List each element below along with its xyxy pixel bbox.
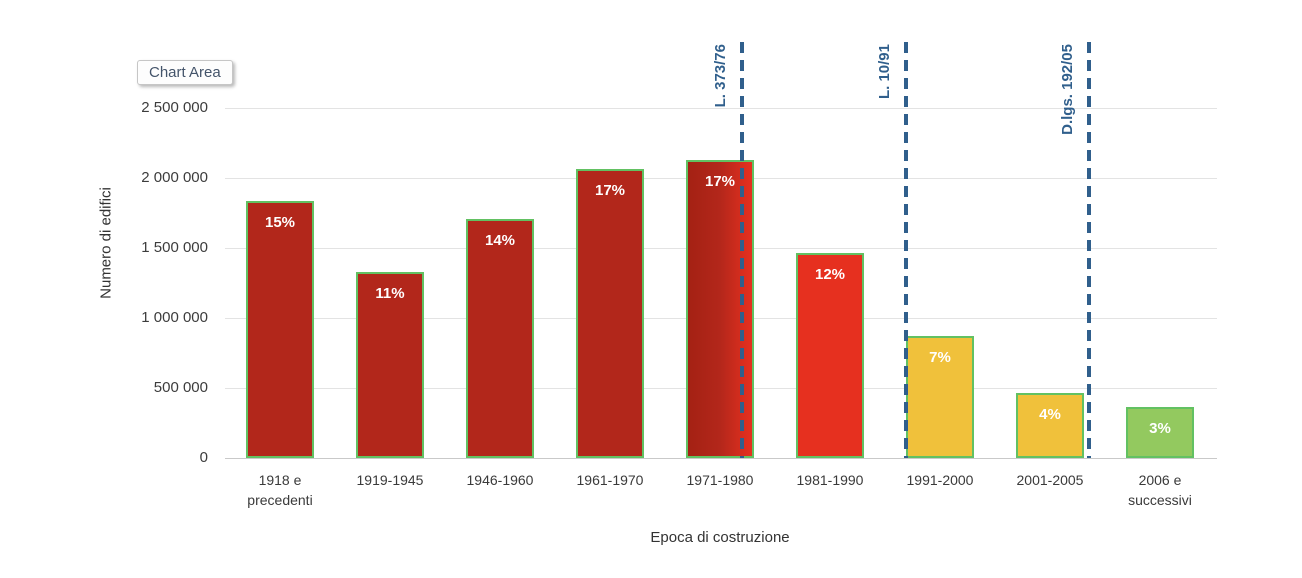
bar-1919-1945[interactable]: 11% — [356, 272, 424, 458]
bar-value-label: 7% — [929, 349, 951, 366]
gridline — [225, 108, 1217, 109]
y-axis-title: Numero di edifici — [97, 187, 115, 299]
reference-line-l-10-91[interactable] — [904, 42, 908, 458]
bar-1981-1990[interactable]: 12% — [796, 253, 864, 458]
bar-value-label: 11% — [375, 285, 405, 302]
bar-value-label: 4% — [1039, 406, 1061, 423]
y-axis-tick-label: 2 500 000 — [141, 99, 208, 116]
y-axis-tick-label: 0 — [199, 449, 208, 466]
x-axis-category-label: 1991-2000 — [906, 472, 974, 488]
x-axis-title: Epoca di costruzione — [650, 529, 790, 546]
y-axis-tick-label: 1 000 000 — [141, 309, 208, 326]
reference-line-d-lgs-192-05[interactable] — [1087, 42, 1091, 458]
bar-1991-2000[interactable]: 7% — [906, 336, 974, 458]
bar-value-label: 17% — [704, 173, 736, 190]
y-axis-tick-label: 500 000 — [153, 379, 208, 396]
bar-value-label: 17% — [594, 182, 626, 199]
bar-value-label: 15% — [264, 214, 296, 231]
x-axis-line — [225, 458, 1217, 459]
bar-2006-e-successivi[interactable]: 3% — [1126, 407, 1194, 458]
bar-1961-1970[interactable]: 17% — [576, 169, 644, 458]
reference-line-l-373-76[interactable] — [740, 42, 744, 458]
x-axis-category-label: 1919-1945 — [356, 472, 424, 488]
x-axis-category-label: 2006 e successivi — [1128, 472, 1192, 508]
bar-value-label: 14% — [484, 232, 516, 249]
y-axis-tick-label: 2 000 000 — [141, 169, 208, 186]
x-axis-category-label: 1961-1970 — [576, 472, 644, 488]
bar-1918-e-precedenti[interactable]: 15% — [246, 201, 314, 458]
x-axis-category-label: 1918 e precedenti — [247, 472, 313, 508]
x-axis-category-label: 1946-1960 — [466, 472, 534, 488]
x-axis-category-label: 2001-2005 — [1016, 472, 1084, 488]
reference-line-label-l-10-91: L. 10/91 — [876, 44, 893, 100]
chart-area-tooltip-label: Chart Area — [149, 64, 221, 81]
bar-2001-2005[interactable]: 4% — [1016, 393, 1084, 458]
x-axis-category-label: 1981-1990 — [796, 472, 864, 488]
bar-value-label: 12% — [814, 266, 846, 283]
bar-1946-1960[interactable]: 14% — [466, 219, 534, 458]
bar-value-label: 3% — [1149, 420, 1171, 437]
reference-line-label-d-lgs-192-05: D.lgs. 192/05 — [1059, 44, 1076, 135]
y-axis-tick-label: 1 500 000 — [141, 239, 208, 256]
reference-line-label-l-373-76: L. 373/76 — [712, 44, 729, 108]
chart-area-tooltip: Chart Area — [137, 60, 233, 85]
x-axis-category-label: 1971-1980 — [686, 472, 754, 488]
